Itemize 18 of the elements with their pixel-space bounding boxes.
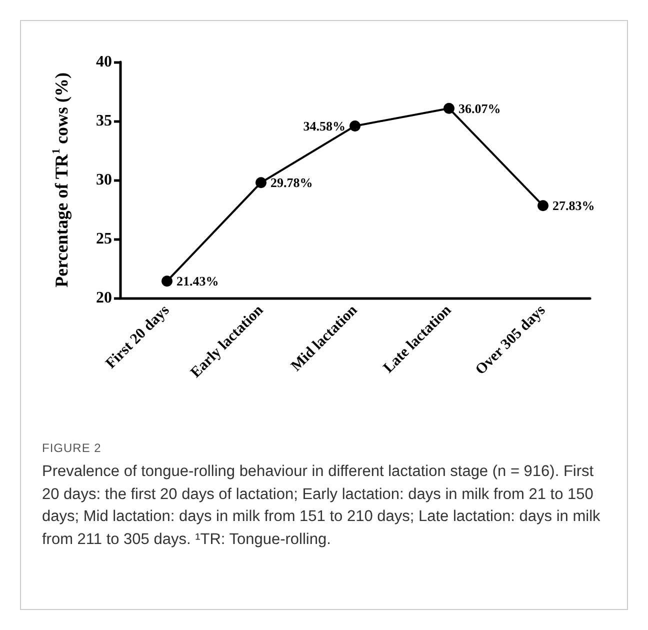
data-label: 29.78% [270, 175, 313, 190]
y-tick-label: 40 [96, 54, 112, 70]
data-label: 27.83% [552, 198, 595, 214]
point [538, 200, 548, 212]
data-label: 36.07% [458, 100, 501, 116]
point [350, 120, 360, 132]
text: Prevalence of tongue-rolling behaviour in different lactation stage (n = 916). First 20 days: the first 20 days of lactation; Early lactation: days in milk from 21 to 150 days; Mid lactation: days in milk from 151 to 210 days; Late lactation: days in milk from 211 to 305 days. ¹TR: Tongue-rolling. [42, 462, 602, 550]
point [444, 102, 454, 114]
y-tick-label: 30 [96, 172, 112, 188]
y-tick-label: 35 [96, 112, 112, 130]
data-label: 34.58% [303, 118, 346, 134]
point [256, 177, 266, 188]
point [162, 276, 172, 287]
y-axis-title: Percentage of TR1 cows (%) [50, 72, 72, 288]
y-tick-label: 25 [96, 230, 112, 248]
caption: FIGURE 2 [42, 440, 102, 457]
data-label: 21.43% [176, 274, 219, 289]
y-tick-label: 20 [96, 290, 112, 306]
